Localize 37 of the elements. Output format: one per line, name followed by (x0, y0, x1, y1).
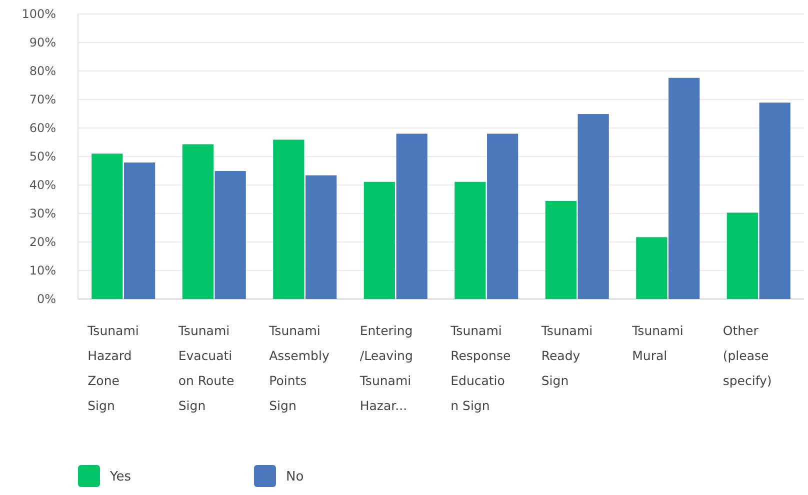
bar (396, 134, 428, 299)
x-tick-label: Tsunami Assembly Points Sign (268, 323, 330, 413)
bar (306, 175, 337, 299)
bar (182, 144, 214, 299)
bar (759, 102, 790, 299)
bar (273, 140, 304, 299)
y-tick-label: 70% (29, 92, 56, 107)
legend-label: Yes (109, 470, 132, 485)
x-tick-label: Tsunami Hazard Zone Sign (86, 323, 139, 413)
x-tick-label: Tsunami Response Education Sign (450, 323, 511, 413)
x-tick-label: Tsunami Mural (631, 323, 684, 363)
bar (124, 162, 156, 299)
legend-label: No (286, 470, 304, 485)
bar (578, 114, 609, 299)
bar (545, 200, 576, 299)
bar (214, 171, 246, 299)
y-tick-label: 60% (29, 121, 56, 136)
bar (726, 212, 758, 299)
y-tick-label: 20% (29, 235, 56, 250)
x-tick-label: Other (please specify) (722, 323, 772, 388)
y-tick-label: 80% (29, 64, 56, 78)
bar (636, 237, 668, 299)
y-tick-label: 90% (29, 36, 56, 50)
bar (364, 182, 395, 299)
y-tick-label: 30% (29, 206, 56, 221)
bar (92, 154, 123, 299)
bar (454, 182, 486, 299)
y-tick-label: 10% (29, 264, 56, 278)
x-tick-label: Tsunami Evacuation Route Sign (177, 323, 234, 413)
y-tick-label: 0% (36, 292, 56, 306)
y-tick-label: 100% (22, 7, 56, 22)
bar (668, 78, 700, 299)
y-tick-label: 50% (29, 150, 56, 164)
y-tick-label: 40% (29, 178, 56, 192)
bar (487, 134, 518, 299)
x-tick-label: Tsunami Ready Sign (540, 323, 593, 388)
x-tick-label: Entering/Leaving Tsunami Hazar... (358, 323, 413, 413)
